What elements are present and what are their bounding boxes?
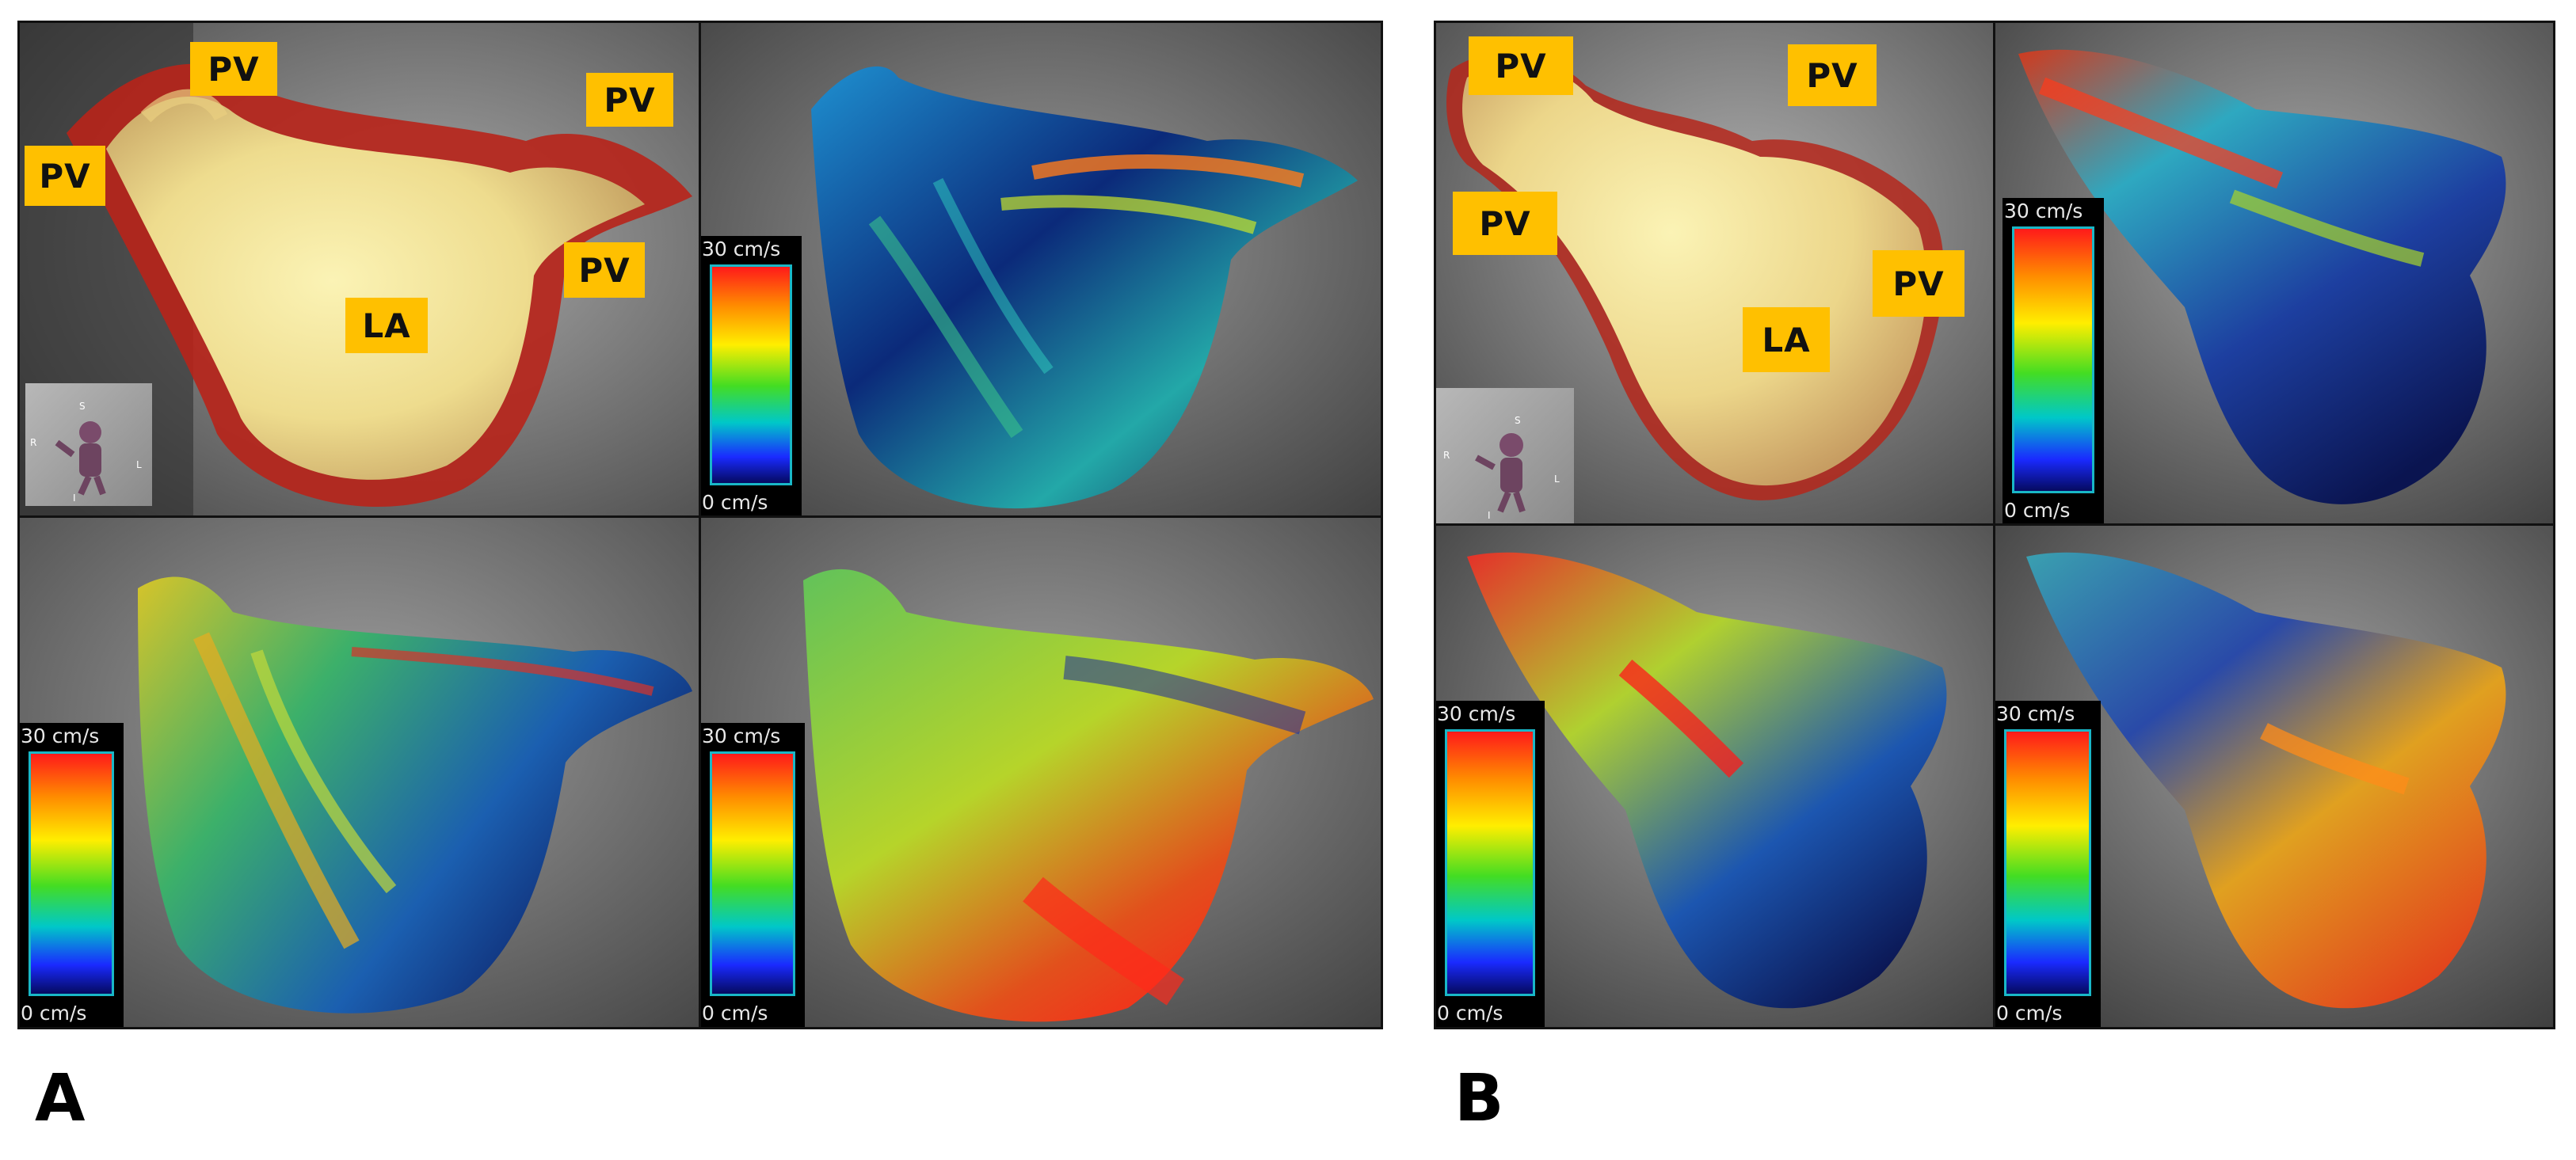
la-label-a: LA (345, 298, 428, 353)
scale-min-a3: 0 cm/s (702, 1002, 768, 1025)
streamline-render-a2 (19, 517, 700, 1028)
velocity-scale-a1: 30 cm/s 0 cm/s (700, 236, 802, 517)
scale-max-a3: 30 cm/s (702, 725, 781, 747)
scale-min-a1: 0 cm/s (702, 491, 768, 514)
orient-i-a: I (73, 493, 76, 504)
pv-label-b-top-mid: PV (1788, 44, 1877, 106)
panel-a-streamline-3: 30 cm/s 0 cm/s (700, 517, 1381, 1028)
velocity-scale-a3: 30 cm/s 0 cm/s (700, 723, 805, 1028)
pv-label-a-top: PV (190, 42, 277, 96)
streamline-render-b1 (1995, 22, 2554, 525)
pv-label-a-right-top: PV (586, 73, 673, 127)
pv-label-b-right: PV (1873, 250, 1964, 317)
orient-s-a: S (79, 401, 86, 412)
streamline-render-a3 (700, 517, 1381, 1028)
orientation-marker-b: S R L I (1435, 388, 1574, 525)
panel-b-surface: PV PV PV PV LA S R L I (1435, 22, 1995, 525)
orient-l-b: L (1554, 474, 1560, 485)
velocity-scale-a2: 30 cm/s 0 cm/s (19, 723, 124, 1028)
scale-gradient-b3 (2004, 729, 2091, 996)
scale-max-b3: 30 cm/s (1996, 702, 2075, 725)
scale-gradient-a1 (710, 264, 792, 485)
panel-a-streamline-2: 30 cm/s 0 cm/s (19, 517, 700, 1028)
panel-b-streamline-1: 30 cm/s 0 cm/s (1995, 22, 2554, 525)
scale-min-b2: 0 cm/s (1437, 1002, 1503, 1025)
streamline-render-a1 (700, 22, 1381, 517)
panel-a-surface: PV PV PV PV LA S R L I (19, 22, 700, 517)
streamline-render-b2 (1435, 525, 1995, 1028)
orient-r-b: R (1443, 450, 1450, 461)
scale-gradient-a3 (710, 751, 795, 996)
orient-r-a: R (30, 437, 37, 448)
velocity-scale-b1: 30 cm/s 0 cm/s (2002, 198, 2104, 525)
panel-b-streamline-3: 30 cm/s 0 cm/s (1995, 525, 2554, 1028)
velocity-scale-b2: 30 cm/s 0 cm/s (1435, 701, 1545, 1028)
la-surface-render-b (1435, 22, 1995, 525)
scale-gradient-b1 (2012, 226, 2094, 493)
orientation-marker-a: S R L I (25, 383, 152, 506)
scale-max-a1: 30 cm/s (702, 238, 781, 261)
pv-label-b-top-left: PV (1469, 36, 1573, 95)
scale-gradient-b2 (1445, 729, 1535, 996)
scale-max-b1: 30 cm/s (2004, 200, 2083, 222)
la-label-b: LA (1743, 307, 1830, 372)
panel-letter-b: B (1454, 1061, 1504, 1136)
velocity-scale-b3: 30 cm/s 0 cm/s (1995, 701, 2101, 1028)
scale-gradient-a2 (29, 751, 114, 996)
orient-s-b: S (1515, 415, 1521, 426)
scale-min-b1: 0 cm/s (2004, 499, 2071, 522)
pv-label-a-right-mid: PV (564, 242, 645, 298)
scale-min-b3: 0 cm/s (1996, 1002, 2063, 1025)
orient-i-b: I (1488, 510, 1491, 521)
panel-b-streamline-2: 30 cm/s 0 cm/s (1435, 525, 1995, 1028)
scale-max-a2: 30 cm/s (21, 725, 100, 747)
scale-max-b2: 30 cm/s (1437, 702, 1516, 725)
scale-min-a2: 0 cm/s (21, 1002, 87, 1025)
panel-letter-a: A (35, 1061, 86, 1136)
pv-label-b-left: PV (1453, 192, 1557, 255)
panel-a-streamline-1: 30 cm/s 0 cm/s (700, 22, 1381, 517)
pv-label-a-left: PV (25, 146, 105, 206)
orient-l-a: L (136, 459, 142, 470)
